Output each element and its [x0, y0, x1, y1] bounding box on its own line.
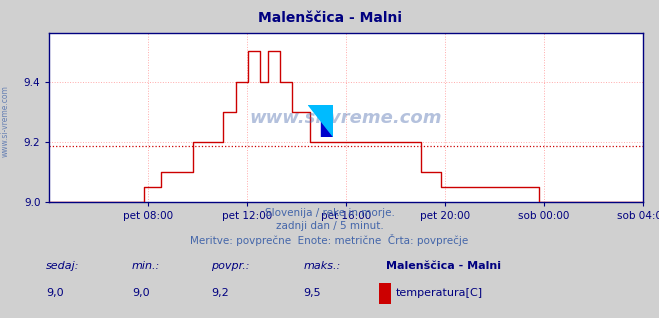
Text: sedaj:: sedaj:: [46, 261, 80, 271]
Text: maks.:: maks.:: [303, 261, 341, 271]
Polygon shape: [308, 105, 333, 137]
Text: Malenščica - Malni: Malenščica - Malni: [386, 261, 501, 271]
Text: 9,2: 9,2: [211, 288, 229, 298]
Text: zadnji dan / 5 minut.: zadnji dan / 5 minut.: [275, 221, 384, 231]
Bar: [321, 105, 333, 137]
Text: povpr.:: povpr.:: [211, 261, 249, 271]
Text: 9,5: 9,5: [303, 288, 321, 298]
Text: min.:: min.:: [132, 261, 160, 271]
Text: www.si-vreme.com: www.si-vreme.com: [250, 109, 442, 127]
Text: www.si-vreme.com: www.si-vreme.com: [1, 85, 10, 157]
Text: Slovenija / reke in morje.: Slovenija / reke in morje.: [264, 208, 395, 218]
Text: Malenščica - Malni: Malenščica - Malni: [258, 11, 401, 25]
Text: 9,0: 9,0: [132, 288, 150, 298]
Text: 9,0: 9,0: [46, 288, 64, 298]
Text: temperatura[C]: temperatura[C]: [395, 288, 482, 298]
Text: Meritve: povprečne  Enote: metrične  Črta: povprečje: Meritve: povprečne Enote: metrične Črta:…: [190, 234, 469, 246]
